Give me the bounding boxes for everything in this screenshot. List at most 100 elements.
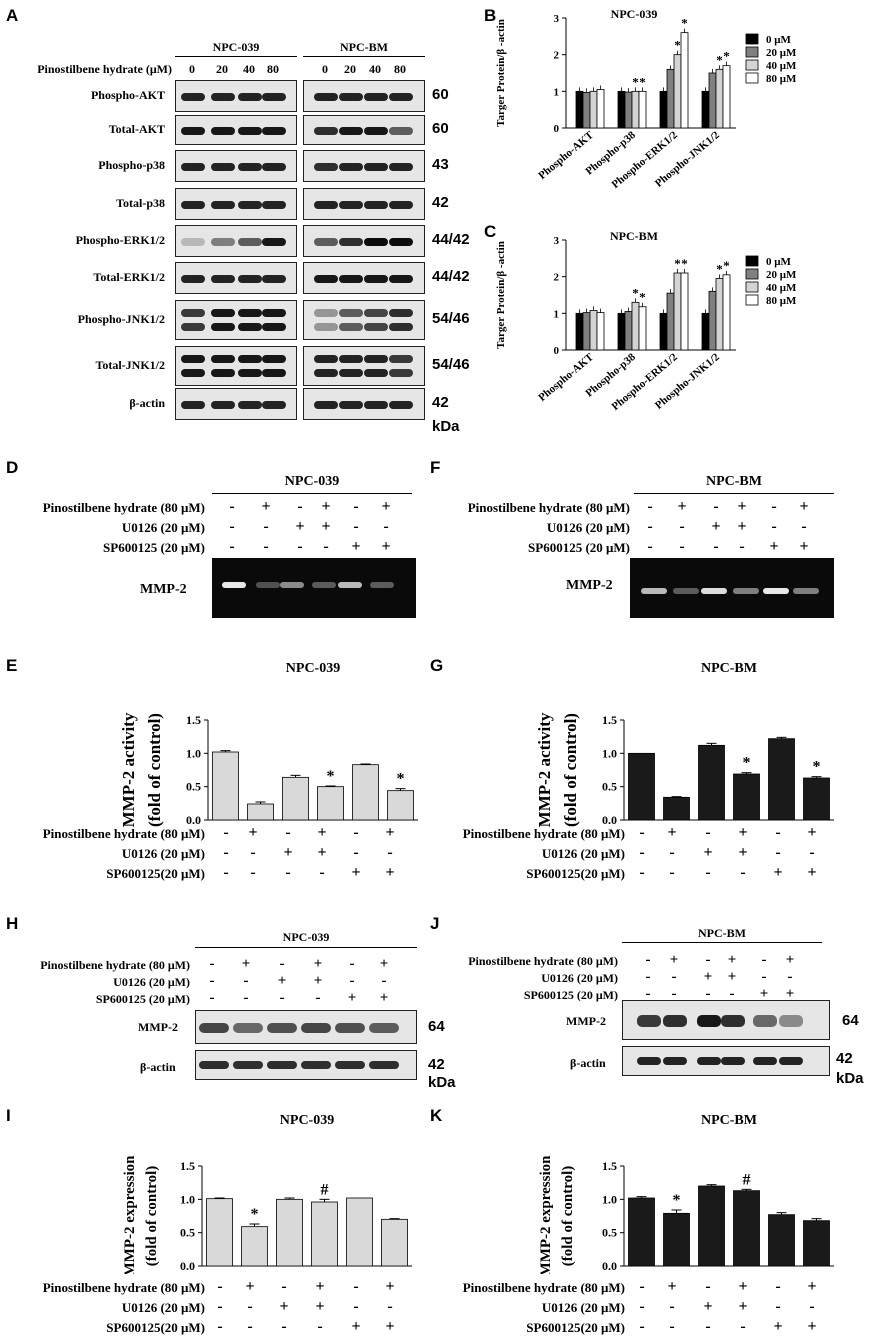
treatment-sign: - <box>761 952 767 968</box>
bar <box>803 777 830 821</box>
treatment-sign: + <box>711 518 721 535</box>
blot-band <box>339 163 363 171</box>
panel-a-npcbm-line <box>303 56 425 57</box>
y-tick-label: 0 <box>554 123 560 135</box>
zymogram-gel-npcbm <box>630 558 834 618</box>
bar <box>617 90 626 129</box>
blot-row-label: Total-JNK1/2 <box>95 358 165 372</box>
treatment-sign: - <box>353 824 359 841</box>
treatment-label: SP600125(20 μM) <box>106 1320 205 1335</box>
chart-g: NPC-BM MMP-2 activity (fold of control) 0.0… <box>535 661 834 827</box>
treatment-sign: - <box>281 1318 287 1335</box>
treatment-sign: + <box>738 1298 748 1315</box>
kda-label: 60 <box>432 86 449 103</box>
significance-mark: # <box>743 1171 751 1188</box>
panel-h-line <box>195 947 417 948</box>
dose-label: 80 <box>394 62 406 76</box>
blot-band <box>238 323 262 331</box>
panel-letter-d: D <box>6 458 19 477</box>
treatment-sign: - <box>639 824 645 841</box>
blot-strip <box>175 188 297 220</box>
panel-d-line <box>212 493 412 494</box>
blot-band <box>389 369 413 377</box>
blot-strip <box>303 388 425 420</box>
blot-band <box>314 355 338 363</box>
treatment-sign: - <box>771 518 777 535</box>
zymogram-gel-npc039 <box>212 558 416 618</box>
gel-band <box>763 588 789 594</box>
bar <box>673 272 682 351</box>
blot-band <box>364 309 388 317</box>
blot-band <box>238 275 262 283</box>
significance-mark: * <box>813 759 821 776</box>
treatment-sign: - <box>740 864 746 881</box>
treatment-sign: - <box>243 990 249 1006</box>
treatment-sign: - <box>647 538 653 555</box>
legend-label: 40 μM <box>766 60 797 72</box>
bar <box>282 776 309 821</box>
legend-swatch <box>745 72 759 84</box>
gel-band <box>301 1061 331 1069</box>
y-tick-label: 1.0 <box>180 1192 195 1206</box>
kda-label: 54/46 <box>432 356 470 373</box>
dose-label: 40 <box>369 62 381 76</box>
treatment-sign: + <box>313 973 323 989</box>
blot-band <box>181 201 205 209</box>
y-tick-label: 1.5 <box>186 713 201 727</box>
treatment-sign: - <box>639 1278 645 1295</box>
treatment-sign: - <box>713 498 719 515</box>
treatment-sign: - <box>645 986 651 1002</box>
treatment-sign: - <box>775 844 781 861</box>
blot-strip <box>303 150 425 182</box>
panel-h-kda-unit: kDa <box>428 1074 456 1091</box>
blot-band <box>364 201 388 209</box>
treatment-sign: + <box>317 824 327 841</box>
treatment-sign: + <box>283 844 293 861</box>
blot-strip <box>303 346 425 386</box>
gel-band <box>369 1023 399 1033</box>
blot-band <box>339 201 363 209</box>
blot-band <box>181 275 205 283</box>
treatment-sign: + <box>295 518 305 535</box>
y-axis-label: MMP-2 expression <box>122 1155 138 1274</box>
blot-strip <box>303 225 425 257</box>
treatment-label: SP600125 (20 μM) <box>523 988 618 1002</box>
treatment-sign: - <box>229 518 235 535</box>
treatment-sign: + <box>738 844 748 861</box>
treatment-sign: - <box>705 1318 711 1335</box>
treatment-sign: - <box>705 986 711 1002</box>
treatment-sign: - <box>319 864 325 881</box>
bar <box>680 32 689 129</box>
blot-band <box>181 163 205 171</box>
blot-band <box>238 309 262 317</box>
blot-row-label: Phospho-ERK1/2 <box>75 233 165 247</box>
blot-band <box>364 401 388 409</box>
gel-band <box>199 1023 229 1033</box>
treatment-sign: - <box>243 973 249 989</box>
y-tick-label: 1.0 <box>602 746 617 760</box>
gel-band <box>233 1061 263 1069</box>
treatment-sign: + <box>785 952 795 968</box>
blot-band <box>339 369 363 377</box>
treatment-label: SP600125 (20 μM) <box>103 540 205 555</box>
treatment-sign: - <box>645 969 651 985</box>
bar <box>638 90 647 129</box>
significance-mark: * <box>681 256 688 271</box>
treatment-sign: + <box>277 973 287 989</box>
blot-band <box>211 163 235 171</box>
treatment-sign: + <box>385 864 395 881</box>
bar <box>387 790 414 821</box>
treatment-sign: - <box>679 538 685 555</box>
significance-mark: * <box>674 38 681 53</box>
y-tick-label: 2 <box>554 272 560 284</box>
kda-label: 54/46 <box>432 310 470 327</box>
treatment-sign: + <box>279 1298 289 1315</box>
panel-f-mmp2-label: MMP-2 <box>566 578 613 593</box>
treatment-sign: + <box>385 1318 395 1335</box>
blot-band <box>314 201 338 209</box>
blot-row-label: Phospho-p38 <box>98 158 165 172</box>
blot-row-label: Phospho-AKT <box>90 88 165 102</box>
chart-title: NPC-BM <box>610 229 658 243</box>
blot-band <box>181 323 205 331</box>
blot-band <box>314 163 338 171</box>
